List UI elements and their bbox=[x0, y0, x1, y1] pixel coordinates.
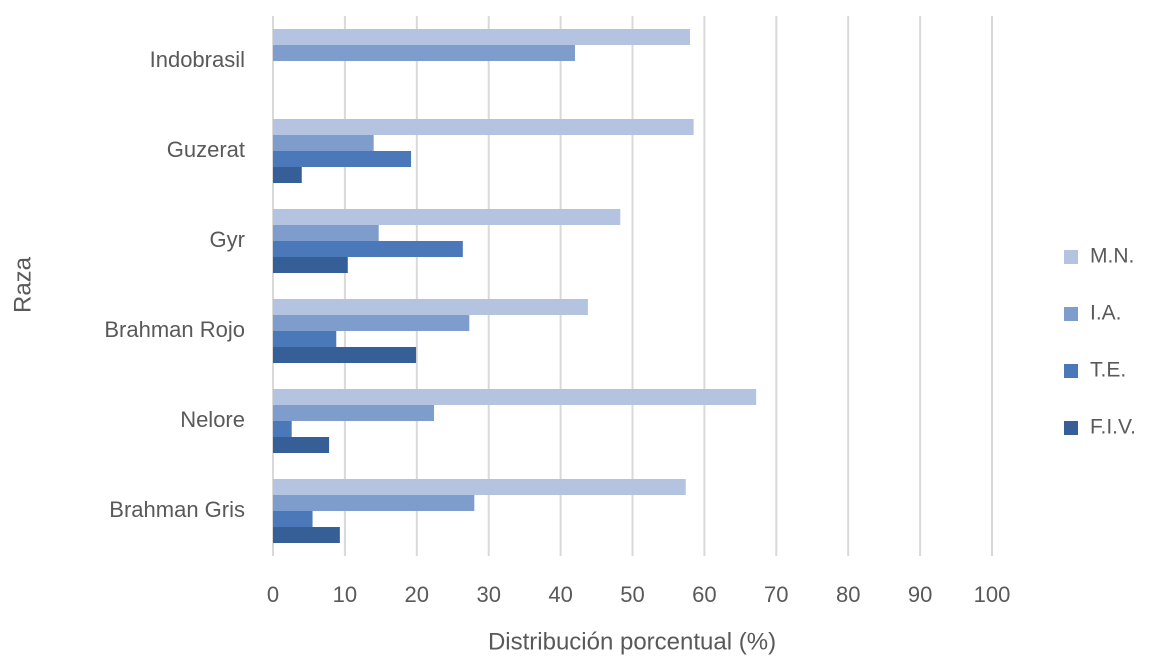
x-tick-label: 30 bbox=[476, 582, 500, 607]
bar bbox=[273, 405, 435, 421]
bar bbox=[273, 119, 694, 135]
x-tick-label: 80 bbox=[836, 582, 860, 607]
x-tick-label: 90 bbox=[908, 582, 932, 607]
x-tick-label: 50 bbox=[620, 582, 644, 607]
bar bbox=[273, 45, 575, 61]
bar bbox=[273, 209, 621, 225]
legend-swatch bbox=[1064, 364, 1078, 378]
bar bbox=[273, 241, 463, 257]
bar bbox=[273, 527, 340, 543]
bar bbox=[273, 479, 686, 495]
y-tick-label: Nelore bbox=[180, 407, 245, 432]
legend-swatch bbox=[1064, 307, 1078, 321]
bar bbox=[273, 495, 475, 511]
legend-swatch bbox=[1064, 421, 1078, 435]
bar bbox=[273, 315, 470, 331]
y-tick-label: Brahman Rojo bbox=[104, 317, 245, 342]
bar bbox=[273, 167, 302, 183]
bar bbox=[273, 511, 313, 527]
x-tick-label: 60 bbox=[692, 582, 716, 607]
legend-label: I.A. bbox=[1090, 302, 1122, 325]
bar bbox=[273, 151, 412, 167]
y-tick-label: Indobrasil bbox=[150, 47, 245, 72]
bar bbox=[273, 29, 691, 45]
bar bbox=[273, 389, 757, 405]
x-tick-label: 70 bbox=[764, 582, 788, 607]
bar bbox=[273, 331, 337, 347]
y-tick-label: Brahman Gris bbox=[109, 497, 245, 522]
x-tick-label: 20 bbox=[405, 582, 429, 607]
bar bbox=[273, 437, 330, 453]
y-tick-label: Guzerat bbox=[167, 137, 245, 162]
legend-label: F.I.V. bbox=[1090, 416, 1136, 439]
bar bbox=[273, 299, 588, 315]
x-tick-label: 100 bbox=[974, 582, 1011, 607]
x-axis-title: Distribución porcentual (%) bbox=[488, 628, 776, 655]
legend-swatch bbox=[1064, 250, 1078, 264]
bar bbox=[273, 225, 379, 241]
x-tick-label: 10 bbox=[333, 582, 357, 607]
bar bbox=[273, 135, 374, 151]
bar bbox=[273, 347, 417, 363]
y-axis-title: Raza bbox=[9, 256, 36, 313]
x-tick-label: 0 bbox=[267, 582, 279, 607]
legend-label: M.N. bbox=[1090, 245, 1134, 268]
bar bbox=[273, 421, 292, 437]
x-tick-label: 40 bbox=[548, 582, 572, 607]
bar bbox=[273, 257, 348, 273]
y-tick-label: Gyr bbox=[210, 227, 245, 252]
legend-label: T.E. bbox=[1090, 359, 1126, 382]
